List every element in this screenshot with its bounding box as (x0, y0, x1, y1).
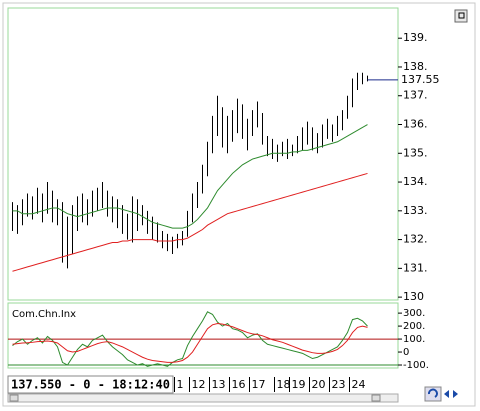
y-tick-label: 133. (403, 204, 428, 217)
y-tick-label: 135. (403, 146, 428, 159)
scroll-right[interactable] (371, 394, 381, 402)
y-tick-label: -100. (403, 360, 429, 371)
refresh-icon (428, 388, 438, 398)
y-tick-label: 139. (403, 31, 428, 44)
last-price-label: 137.55 (401, 73, 440, 86)
nav-right[interactable] (453, 390, 458, 398)
y-tick-label: 131. (403, 261, 428, 274)
y-tick-label: 100. (403, 334, 425, 345)
y-tick-label: 136. (403, 118, 428, 131)
x-tick-label: 19 (292, 378, 306, 391)
status-box (7, 375, 174, 394)
y-tick-label: 130 (403, 290, 424, 303)
series-line (12, 311, 368, 367)
maximize-button[interactable] (454, 9, 468, 23)
x-tick-label: 1 (177, 378, 184, 391)
x-tick-label: 17 (252, 378, 266, 391)
scroll-left[interactable] (9, 394, 19, 402)
maximize-icon (458, 12, 465, 19)
y-tick-label: 0 (403, 347, 409, 358)
x-tick-label: 23 (332, 378, 346, 391)
x-tick-label: 20 (312, 378, 326, 391)
y-tick-label: 200. (403, 321, 425, 332)
scrollbar[interactable] (7, 393, 399, 403)
indicator-title: Com.Chn.Inx (12, 309, 76, 320)
x-tick-label: 13 (212, 378, 226, 391)
x-tick-label: 12 (192, 378, 206, 391)
nav-left[interactable] (444, 390, 449, 398)
y-tick-label: 137. (403, 89, 428, 102)
y-tick-label: 134. (403, 175, 428, 188)
x-tick-label: 16 (232, 378, 246, 391)
series-line (12, 322, 368, 363)
series-line (12, 124, 368, 229)
y-tick-label: 300. (403, 308, 425, 319)
status-text: 137.550 - 0 - 18:12:40 (11, 378, 170, 392)
x-tick-label: 24 (352, 378, 366, 391)
y-tick-label: 132. (403, 233, 428, 246)
series-line (12, 172, 368, 272)
y-tick-label: 138. (403, 60, 428, 73)
x-tick-label: 18 (277, 378, 291, 391)
